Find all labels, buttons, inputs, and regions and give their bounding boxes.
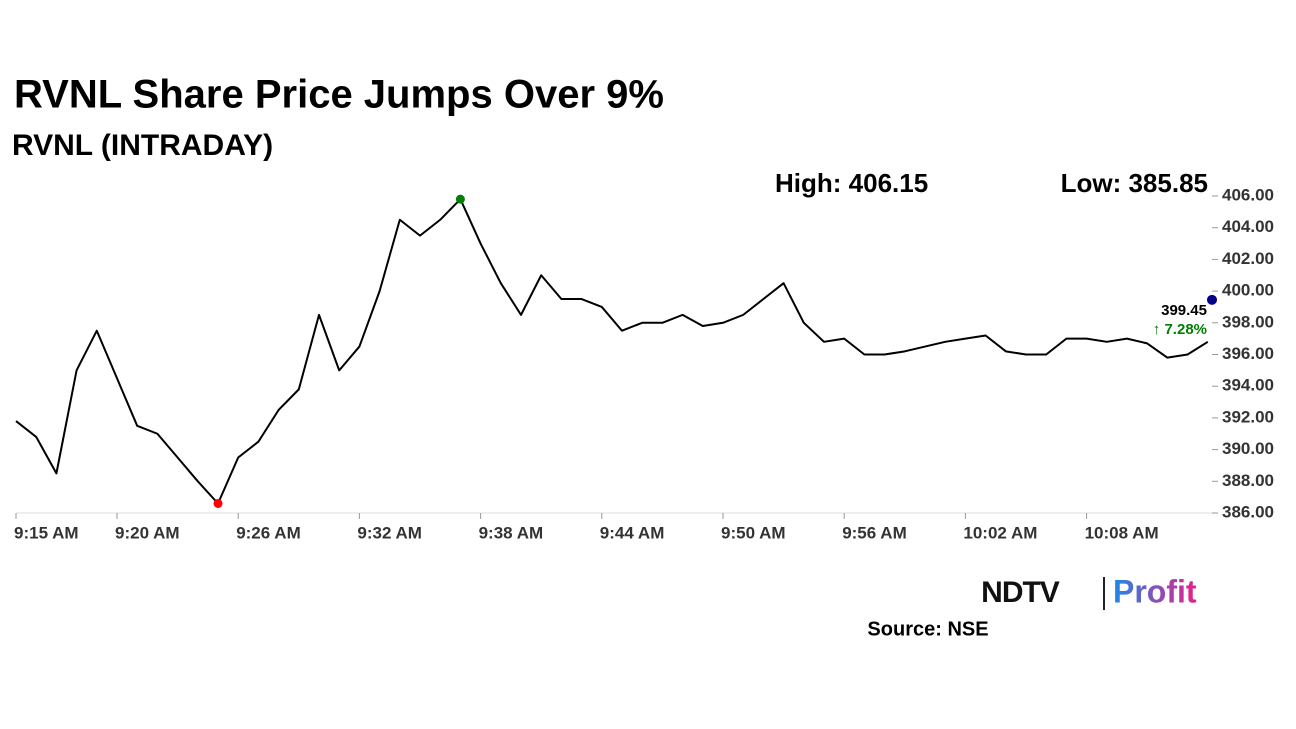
- x-tick-label: 9:44 AM: [600, 523, 665, 542]
- low-marker: [213, 498, 223, 508]
- y-tick-label: 398.00: [1222, 312, 1274, 331]
- change-label: ↑ 7.28%: [1153, 321, 1207, 338]
- y-tick-label: 404.00: [1222, 217, 1274, 236]
- x-tick-label: 9:38 AM: [479, 523, 544, 542]
- x-tick-label: 10:08 AM: [1085, 523, 1159, 542]
- y-tick-label: 390.00: [1222, 439, 1274, 458]
- last-price-marker: [1207, 294, 1217, 305]
- last-price-label: 399.45: [1161, 302, 1207, 319]
- brand-profit: Profit: [1113, 573, 1197, 609]
- high-marker: [455, 194, 465, 204]
- x-tick-label: 10:02 AM: [963, 523, 1037, 542]
- y-tick-label: 400.00: [1222, 281, 1274, 300]
- y-tick-label: 388.00: [1222, 471, 1274, 490]
- x-tick-label: 9:32 AM: [357, 523, 422, 542]
- chart-subtitle: RVNL (INTRADAY): [12, 129, 273, 162]
- y-tick-label: 396.00: [1222, 344, 1274, 363]
- y-tick-label: 394.00: [1222, 376, 1274, 395]
- brand-ndtv: NDTV: [981, 576, 1060, 609]
- x-tick-label: 9:20 AM: [115, 523, 180, 542]
- y-tick-label: 386.00: [1222, 502, 1274, 521]
- y-tick-label: 402.00: [1222, 249, 1274, 268]
- x-tick-label: 9:26 AM: [236, 523, 301, 542]
- price-line: [15, 198, 1209, 505]
- chart-title: RVNL Share Price Jumps Over 9%: [14, 73, 664, 117]
- x-tick-label: 9:50 AM: [721, 523, 786, 542]
- low-text: Low: 385.85: [1061, 168, 1208, 198]
- x-tick-label: 9:15 AM: [14, 523, 79, 542]
- high-text: High: 406.15: [775, 168, 928, 198]
- source: Source: NSE: [867, 618, 988, 640]
- y-tick-label: 392.00: [1222, 407, 1274, 426]
- x-tick-label: 9:56 AM: [842, 523, 907, 542]
- y-tick-label: 406.00: [1222, 185, 1274, 204]
